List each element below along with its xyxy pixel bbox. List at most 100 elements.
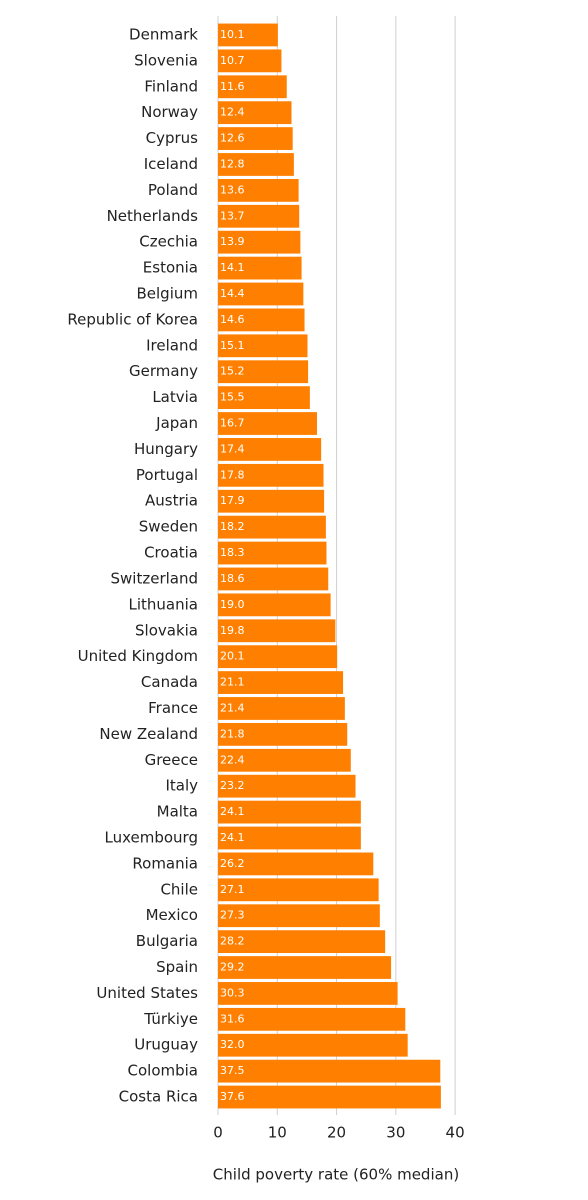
y-tick-label: Cyprus (146, 129, 199, 147)
value-label: 21.1 (220, 676, 245, 689)
y-tick-label: Latvia (152, 388, 198, 406)
y-tick-label: France (148, 699, 198, 717)
bar (218, 1033, 408, 1057)
bar (218, 360, 309, 384)
y-tick-label: Netherlands (107, 207, 199, 225)
value-label: 15.2 (220, 365, 245, 378)
y-tick-label: Japan (155, 414, 198, 432)
bar (218, 619, 336, 643)
value-label: 14.4 (220, 287, 245, 300)
y-tick-label: Mexico (146, 906, 198, 924)
y-tick-label: New Zealand (99, 725, 198, 743)
y-tick-label: Malta (157, 803, 198, 821)
y-tick-label: Croatia (144, 544, 198, 562)
x-tick-label: 0 (213, 1124, 223, 1142)
value-label: 15.1 (220, 339, 245, 352)
bar (218, 515, 326, 539)
y-tick-label: Iceland (144, 155, 198, 173)
bar (218, 541, 327, 565)
value-label: 24.1 (220, 805, 245, 818)
value-label: 26.2 (220, 857, 245, 870)
value-label: 16.7 (220, 417, 245, 430)
y-tick-label: Slovenia (134, 51, 198, 69)
value-label: 17.8 (220, 468, 245, 481)
y-tick-label: Norway (141, 103, 198, 121)
value-label: 17.9 (220, 494, 245, 507)
y-tick-label: Lithuania (129, 595, 198, 613)
y-tick-label: Greece (145, 751, 198, 769)
bar (218, 127, 293, 150)
x-axis-title: Child poverty rate (60% median) (213, 1166, 459, 1184)
bar (218, 878, 379, 902)
bar (218, 282, 304, 306)
bar (218, 438, 322, 461)
value-label: 14.6 (220, 313, 245, 326)
value-label: 22.4 (220, 753, 245, 766)
value-label: 12.6 (220, 132, 245, 145)
bar (218, 645, 338, 669)
y-tick-label: Costa Rica (119, 1088, 198, 1106)
y-tick-label: Bulgaria (136, 932, 198, 950)
y-tick-label: Finland (144, 77, 198, 95)
y-tick-label: Portugal (136, 466, 198, 484)
y-tick-label: Romania (132, 854, 198, 872)
x-tick-label: 30 (386, 1124, 405, 1142)
y-tick-label: Ireland (146, 336, 198, 354)
y-tick-label: Austria (145, 492, 198, 510)
bar (218, 256, 302, 280)
bar (218, 567, 329, 591)
bar (218, 593, 331, 617)
value-label: 21.8 (220, 727, 245, 740)
value-label: 18.6 (220, 572, 245, 585)
value-label: 28.2 (220, 935, 245, 948)
y-tick-label: United States (96, 984, 198, 1002)
value-label: 14.1 (220, 261, 245, 274)
bar (218, 982, 398, 1005)
value-label: 21.4 (220, 701, 245, 714)
bar (218, 204, 300, 228)
y-tick-label: Chile (160, 880, 198, 898)
bar (218, 826, 361, 850)
y-tick-label: Belgium (137, 285, 199, 303)
value-label: 18.3 (220, 546, 245, 559)
bar (218, 697, 345, 720)
bar (218, 800, 361, 824)
y-tick-label: Czechia (139, 233, 198, 251)
value-label: 10.7 (220, 54, 245, 67)
bar (218, 153, 294, 176)
bar (218, 852, 374, 876)
value-label: 12.8 (220, 157, 245, 170)
value-label: 13.9 (220, 235, 245, 248)
value-label: 19.0 (220, 598, 245, 611)
y-tick-label: Estonia (143, 259, 198, 277)
bar (218, 748, 351, 772)
value-label: 37.5 (220, 1064, 245, 1077)
value-label: 24.1 (220, 831, 245, 844)
value-label: 32.0 (220, 1038, 245, 1051)
y-tick-label: Italy (165, 777, 198, 795)
value-label: 29.2 (220, 961, 245, 974)
value-label: 31.6 (220, 1012, 245, 1025)
value-label: 10.1 (220, 28, 245, 41)
x-tick-label: 10 (268, 1124, 287, 1142)
value-label: 20.1 (220, 650, 245, 663)
x-tick-label: 40 (446, 1124, 465, 1142)
x-tick-label: 20 (327, 1124, 346, 1142)
value-label: 12.4 (220, 106, 245, 119)
bar (218, 230, 301, 254)
bar (218, 49, 282, 73)
bar (218, 23, 278, 47)
bar (218, 1007, 406, 1031)
value-label: 13.7 (220, 209, 245, 222)
value-label: 15.5 (220, 391, 245, 404)
value-label: 18.2 (220, 520, 245, 533)
value-label: 13.6 (220, 183, 245, 196)
y-tick-label: Türkiye (143, 1010, 198, 1028)
y-tick-label: Luxembourg (105, 829, 199, 847)
bar (218, 75, 287, 99)
y-tick-label: Uruguay (134, 1036, 198, 1054)
y-tick-label: Denmark (129, 25, 198, 43)
bar (218, 101, 292, 125)
bar (218, 774, 356, 798)
